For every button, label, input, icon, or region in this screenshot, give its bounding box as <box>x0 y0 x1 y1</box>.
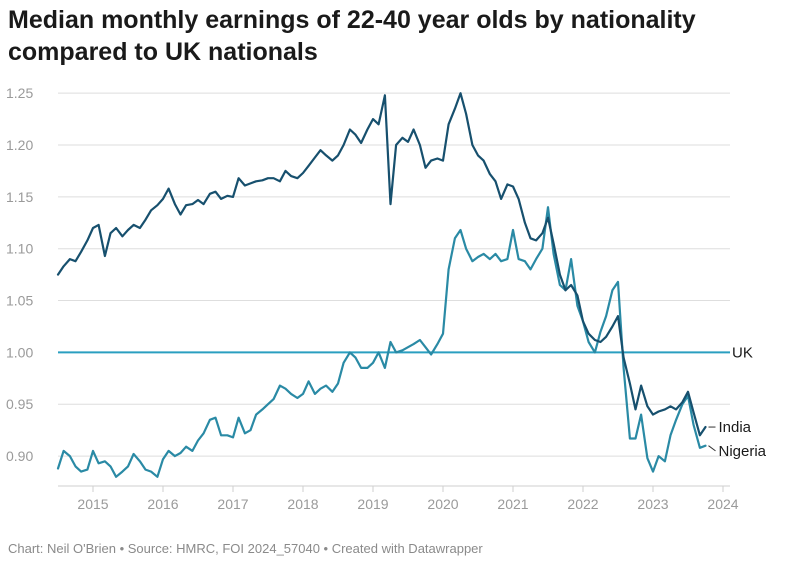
x-tick-label: 2018 <box>287 496 318 512</box>
series-labels: India Nigeria <box>708 419 767 460</box>
x-tick-label: 2015 <box>77 496 108 512</box>
series-lines <box>56 92 707 478</box>
series-line-nigeria <box>56 206 707 478</box>
x-tick-label: 2022 <box>567 496 598 512</box>
chart-source-note: Chart: Neil O'Brien • Source: HMRC, FOI … <box>8 541 483 556</box>
y-tick-label: 0.90 <box>6 448 33 464</box>
y-tick-label: 1.00 <box>6 344 33 360</box>
chart-title: Median monthly earnings of 22-40 year ol… <box>8 4 792 68</box>
uk-line-label: UK <box>732 344 753 361</box>
chart-title-line-2: compared to UK nationals <box>8 38 318 66</box>
x-tick-label: 2020 <box>427 496 458 512</box>
x-tick-label: 2019 <box>357 496 388 512</box>
series-label-india: India <box>719 419 752 436</box>
series-label-connector-nigeria <box>708 445 716 452</box>
y-tick-label: 1.20 <box>6 137 33 153</box>
y-tick-label: 1.10 <box>6 241 33 257</box>
x-tick-label: 2021 <box>497 496 528 512</box>
series-line-india <box>56 92 707 437</box>
uk-reference: UK <box>58 344 753 361</box>
axes: 0.90 0.95 1.00 1.05 1.10 1.15 1.20 1.25 2015 2016… <box>6 85 739 512</box>
y-tick-label: 1.05 <box>6 293 33 309</box>
x-tick-label: 2023 <box>637 496 668 512</box>
series-label-nigeria: Nigeria <box>719 443 767 460</box>
chart-title-line-1: Median monthly earnings of 22-40 year ol… <box>8 6 696 34</box>
y-tick-label: 0.95 <box>6 396 33 412</box>
y-tick-label: 1.15 <box>6 189 33 205</box>
x-tick-label: 2024 <box>707 496 738 512</box>
x-tick-label: 2016 <box>147 496 178 512</box>
y-tick-label: 1.25 <box>6 85 33 101</box>
gridlines <box>58 92 730 457</box>
x-tick-label: 2017 <box>217 496 248 512</box>
line-chart: 0.90 0.95 1.00 1.05 1.10 1.15 1.20 1.25 2015 2016… <box>6 85 767 512</box>
